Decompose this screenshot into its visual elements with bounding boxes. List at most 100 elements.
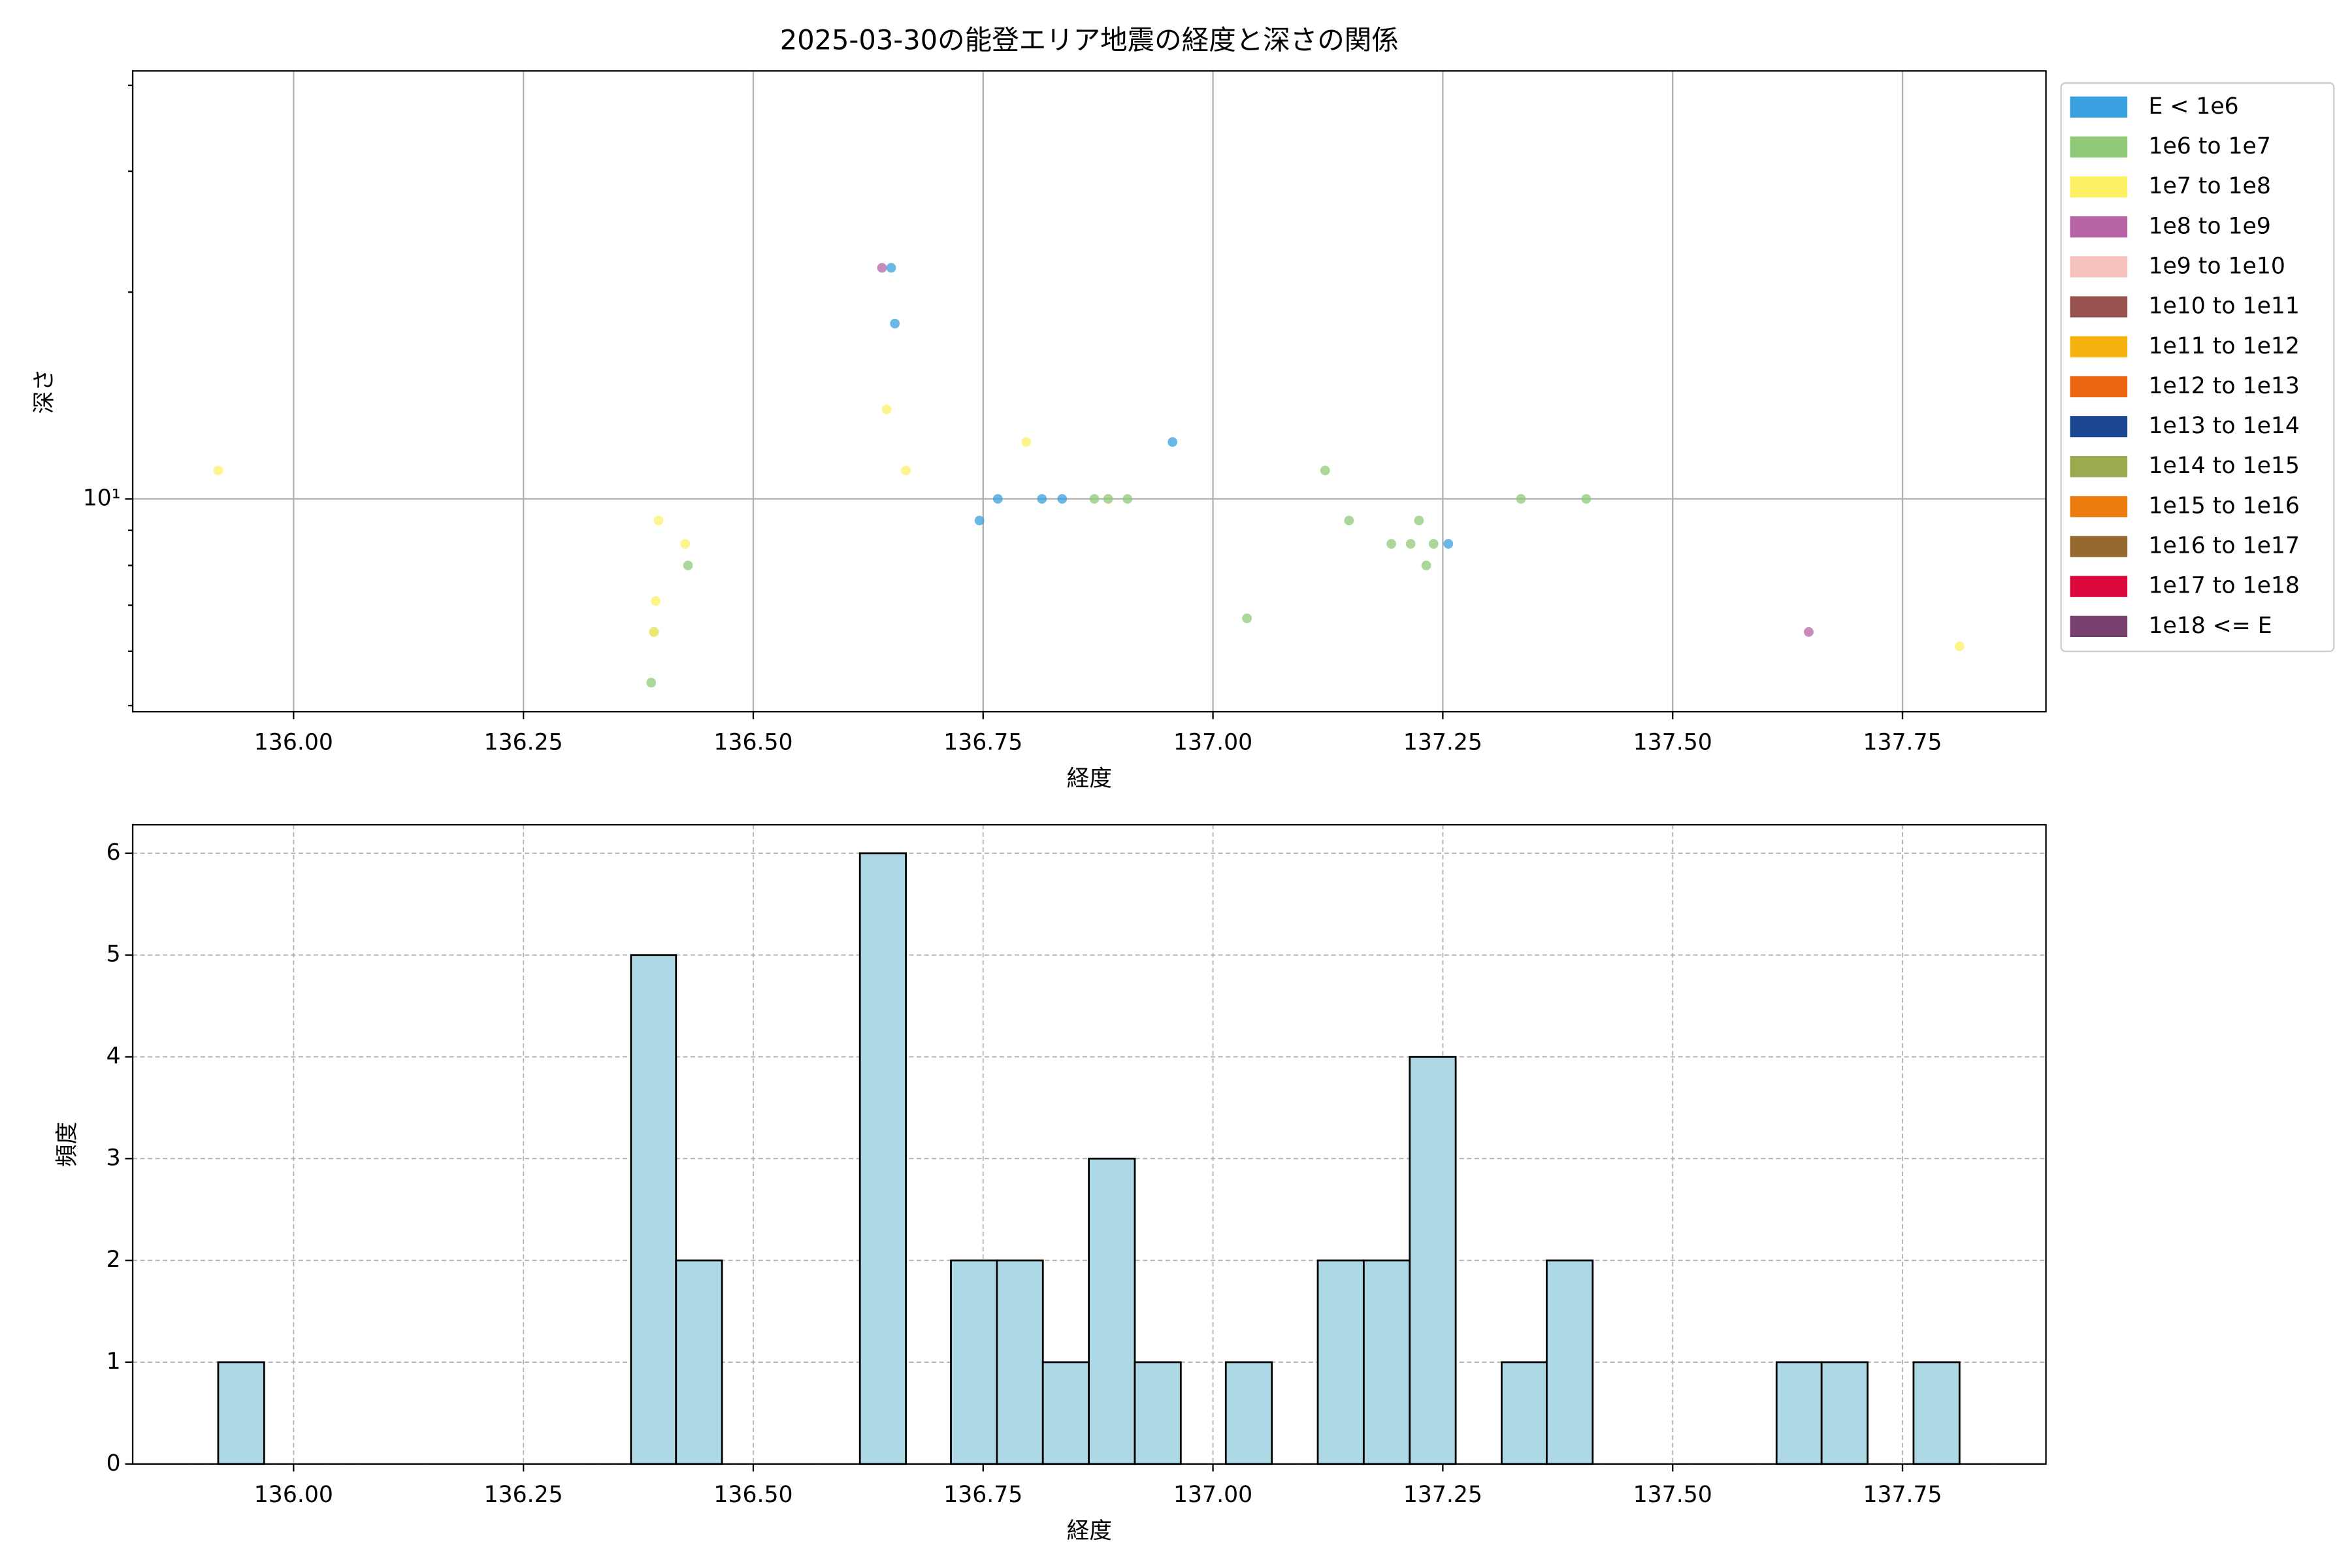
y-tick-label: 1 <box>106 1348 121 1375</box>
legend-swatch <box>2070 536 2128 557</box>
x-tick-label: 137.00 <box>1173 730 1252 756</box>
data-point <box>901 465 911 476</box>
histogram-bar <box>1041 1361 1090 1465</box>
legend-label: 1e6 to 1e7 <box>2148 133 2270 159</box>
histogram-bar <box>1501 1361 1548 1465</box>
x-tick-label: 136.25 <box>484 730 563 756</box>
histogram-bar <box>1316 1259 1365 1465</box>
y-axis-label: 頻度 <box>54 1122 80 1167</box>
histogram-bar <box>1134 1361 1182 1465</box>
histogram-bar <box>1912 1361 1961 1465</box>
data-point <box>1804 627 1814 637</box>
legend-swatch <box>2070 256 2128 278</box>
data-point <box>1168 437 1178 447</box>
x-tick-label: 137.25 <box>1403 1482 1482 1508</box>
data-point <box>1057 494 1068 504</box>
x-tick-label: 137.75 <box>1863 730 1942 756</box>
data-point <box>1037 494 1047 504</box>
legend-swatch <box>2070 136 2128 158</box>
legend-label: 1e17 to 1e18 <box>2148 573 2299 599</box>
histogram-bar <box>996 1259 1044 1465</box>
data-point <box>1103 494 1113 504</box>
data-point <box>1089 494 1100 504</box>
x-tick-label: 136.00 <box>254 730 333 756</box>
data-point <box>1414 515 1424 526</box>
data-point <box>1954 641 1965 651</box>
legend-swatch <box>2070 615 2128 637</box>
histogram-bar <box>675 1259 723 1465</box>
y-tick-label: 3 <box>106 1145 121 1171</box>
legend-swatch <box>2070 296 2128 318</box>
x-tick-label: 136.75 <box>943 1482 1022 1508</box>
y-tick-label: 4 <box>106 1043 121 1070</box>
data-point <box>1021 437 1032 447</box>
y-tick-label: 6 <box>106 840 121 866</box>
legend-label: 1e13 to 1e14 <box>2148 413 2299 439</box>
plot-frame <box>131 70 2047 713</box>
data-point <box>1122 494 1133 504</box>
data-point <box>1516 494 1526 504</box>
data-point <box>1581 494 1592 504</box>
x-tick-label: 136.75 <box>943 730 1022 756</box>
data-point <box>1344 515 1354 526</box>
histogram-bar <box>1362 1259 1411 1465</box>
legend-box <box>2060 82 2335 653</box>
data-point <box>1242 613 1252 623</box>
data-point <box>649 627 659 637</box>
legend-swatch <box>2070 496 2128 517</box>
legend-label: E < 1e6 <box>2148 93 2238 120</box>
legend-label: 1e18 <= E <box>2148 613 2272 639</box>
legend-swatch <box>2070 416 2128 438</box>
data-point <box>1320 465 1330 476</box>
histogram-bar <box>1820 1361 1869 1465</box>
y-tick-label: 5 <box>106 941 121 968</box>
x-tick-label: 136.50 <box>713 1482 792 1508</box>
legend-swatch <box>2070 96 2128 118</box>
legend-label: 1e12 to 1e13 <box>2148 373 2299 399</box>
x-tick-label: 137.00 <box>1173 1482 1252 1508</box>
y-axis-label: 深さ <box>31 368 57 414</box>
data-point <box>651 596 661 606</box>
data-point <box>1421 561 1431 570</box>
histogram-bar <box>630 954 678 1465</box>
histogram-bar <box>858 852 907 1465</box>
histogram-bar <box>1088 1157 1136 1465</box>
data-point <box>683 561 693 570</box>
legend-swatch <box>2070 376 2128 398</box>
legend-label: 1e7 to 1e8 <box>2148 173 2270 199</box>
legend-label: 1e15 to 1e16 <box>2148 493 2299 519</box>
x-tick-label: 136.50 <box>713 730 792 756</box>
legend-swatch <box>2070 456 2128 478</box>
data-point <box>1386 539 1396 549</box>
legend-label: 1e11 to 1e12 <box>2148 333 2299 359</box>
legend-swatch <box>2070 216 2128 238</box>
data-point <box>1405 539 1416 549</box>
x-tick-label: 137.50 <box>1633 730 1712 756</box>
x-axis-label: 経度 <box>1067 766 1112 792</box>
x-tick-label: 136.00 <box>254 1482 333 1508</box>
chart-title: 2025-03-30の能登エリア地震の経度と深さの関係 <box>780 24 1399 56</box>
histogram-bar <box>1224 1361 1273 1465</box>
data-point <box>881 404 892 414</box>
histogram-bar <box>1775 1361 1823 1465</box>
x-tick-label: 137.25 <box>1403 730 1482 756</box>
legend-label: 1e16 to 1e17 <box>2148 533 2299 559</box>
data-point <box>890 318 900 329</box>
histogram-bar <box>217 1361 265 1465</box>
data-point <box>886 263 896 273</box>
legend-label: 1e10 to 1e11 <box>2148 293 2299 319</box>
legend-label: 1e9 to 1e10 <box>2148 253 2285 279</box>
legend-swatch <box>2070 576 2128 597</box>
data-point <box>680 539 691 549</box>
data-point <box>646 678 657 688</box>
histogram-bar <box>1409 1056 1457 1465</box>
data-point <box>1428 539 1439 549</box>
legend-label: 1e14 to 1e15 <box>2148 453 2299 479</box>
legend-swatch <box>2070 176 2128 198</box>
y-tick-label: 0 <box>106 1450 121 1477</box>
data-point <box>653 515 664 526</box>
x-tick-label: 137.50 <box>1633 1482 1712 1508</box>
